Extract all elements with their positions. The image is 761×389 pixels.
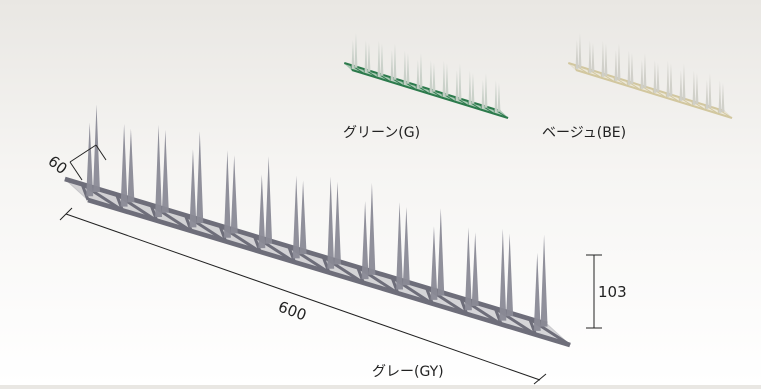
spike bbox=[189, 149, 197, 228]
spike bbox=[429, 60, 433, 93]
spike bbox=[666, 60, 670, 97]
gray-variant-label: グレー(GY) bbox=[372, 364, 444, 380]
strip-spikes bbox=[575, 33, 725, 113]
spike bbox=[393, 43, 397, 80]
spike bbox=[430, 226, 438, 300]
spike bbox=[464, 227, 472, 311]
spike bbox=[196, 131, 204, 224]
spike bbox=[368, 182, 376, 275]
spike bbox=[575, 40, 579, 69]
spike bbox=[656, 62, 660, 92]
spike bbox=[471, 73, 475, 104]
spike bbox=[653, 60, 657, 93]
spike bbox=[351, 40, 355, 69]
beige-bird-spike-strip bbox=[567, 33, 733, 119]
spike bbox=[377, 40, 381, 77]
spike bbox=[442, 60, 446, 97]
spike bbox=[588, 40, 592, 73]
spike bbox=[695, 73, 699, 104]
spike bbox=[390, 50, 394, 81]
spike bbox=[705, 80, 709, 109]
spike bbox=[437, 208, 445, 296]
height-dimension-line bbox=[586, 254, 602, 329]
spike bbox=[354, 33, 358, 68]
spike bbox=[643, 53, 647, 88]
spike bbox=[617, 43, 621, 80]
spike bbox=[484, 73, 488, 108]
green-bird-spike-strip bbox=[343, 33, 509, 119]
spike bbox=[258, 174, 266, 249]
spike bbox=[692, 70, 696, 105]
spike bbox=[419, 53, 423, 88]
spike bbox=[364, 40, 368, 73]
spike bbox=[708, 73, 712, 108]
spike bbox=[92, 104, 100, 193]
beige-variant-label: ベージュ(BE) bbox=[542, 125, 627, 141]
spike bbox=[533, 252, 541, 331]
spike bbox=[402, 207, 410, 286]
spike bbox=[627, 50, 631, 85]
spike bbox=[327, 176, 335, 269]
spike bbox=[458, 63, 462, 100]
spike bbox=[223, 150, 231, 238]
spike bbox=[682, 63, 686, 100]
spike bbox=[86, 122, 94, 197]
spike bbox=[416, 60, 420, 89]
spike bbox=[455, 70, 459, 101]
spike bbox=[299, 180, 307, 255]
spike bbox=[265, 156, 273, 244]
spike bbox=[640, 60, 644, 89]
spike bbox=[494, 80, 498, 113]
spike bbox=[497, 82, 501, 112]
spike bbox=[499, 228, 507, 321]
spike bbox=[380, 43, 384, 76]
spike bbox=[155, 125, 163, 218]
spike bbox=[120, 123, 128, 207]
spike bbox=[333, 181, 341, 265]
spike bbox=[721, 82, 725, 112]
spike bbox=[396, 202, 404, 290]
spike bbox=[292, 175, 300, 259]
spike bbox=[506, 233, 514, 317]
spike bbox=[578, 33, 582, 68]
spike bbox=[406, 53, 410, 84]
spike bbox=[127, 128, 135, 203]
strip-spikes bbox=[86, 104, 548, 331]
spike bbox=[669, 63, 673, 96]
spike bbox=[161, 129, 169, 213]
width-dimension-line bbox=[69, 144, 107, 181]
spike bbox=[432, 62, 436, 92]
spike bbox=[468, 70, 472, 105]
spike bbox=[367, 42, 371, 72]
gray-bird-spike-strip bbox=[64, 104, 571, 348]
spike bbox=[718, 80, 722, 113]
green-variant-label: グリーン(G) bbox=[343, 125, 421, 141]
spike bbox=[230, 155, 238, 234]
strip-base-frame bbox=[64, 176, 571, 348]
spike bbox=[361, 200, 369, 280]
strip-spikes bbox=[351, 33, 501, 113]
spike bbox=[403, 50, 407, 85]
length-dimension-line bbox=[59, 207, 547, 385]
spike bbox=[445, 63, 449, 96]
spike bbox=[471, 232, 479, 306]
spike bbox=[601, 40, 605, 77]
spike bbox=[540, 234, 548, 327]
height-dimension-label: 103 bbox=[598, 283, 627, 301]
spike bbox=[591, 42, 595, 72]
spike bbox=[630, 53, 634, 84]
spike bbox=[604, 43, 608, 76]
spike bbox=[614, 50, 618, 81]
spike bbox=[679, 70, 683, 101]
spike bbox=[481, 80, 485, 109]
